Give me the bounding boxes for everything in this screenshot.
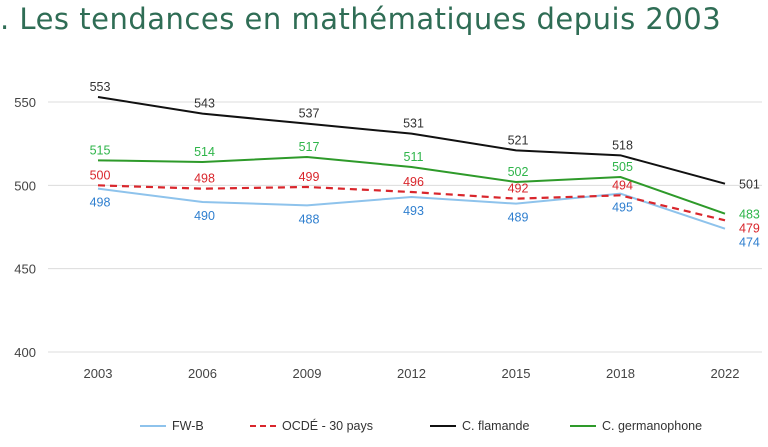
data-label: 483 xyxy=(739,208,760,222)
data-label: 531 xyxy=(403,117,424,131)
data-label: 495 xyxy=(612,201,633,215)
x-tick-label: 2018 xyxy=(606,366,635,381)
x-tick-label: 2003 xyxy=(84,366,113,381)
data-label: 518 xyxy=(612,138,633,152)
data-label: 498 xyxy=(90,196,111,210)
series-line-3 xyxy=(97,155,726,215)
x-tick-label: 2012 xyxy=(397,366,426,381)
series-line-0 xyxy=(97,187,726,230)
x-tick-label: 2006 xyxy=(188,366,217,381)
data-label: 500 xyxy=(90,168,111,182)
data-label: 515 xyxy=(90,143,111,157)
data-label: 494 xyxy=(612,178,633,192)
data-label: 496 xyxy=(403,175,424,189)
y-tick-label: 400 xyxy=(14,345,36,360)
data-label: 501 xyxy=(739,178,760,192)
data-label: 492 xyxy=(508,182,529,196)
y-tick-label: 450 xyxy=(14,262,36,277)
data-label: 490 xyxy=(194,209,215,223)
legend-label: C. germanophone xyxy=(602,419,702,433)
legend-label: OCDÉ - 30 pays xyxy=(282,418,373,433)
data-label: 502 xyxy=(508,165,529,179)
data-label: 514 xyxy=(194,145,215,159)
data-label: 543 xyxy=(194,97,215,111)
data-label: 499 xyxy=(299,170,320,184)
y-tick-label: 500 xyxy=(14,178,36,193)
data-label: 511 xyxy=(404,150,424,164)
data-label: 505 xyxy=(612,160,633,174)
data-label: 498 xyxy=(194,172,215,186)
legend-label: FW-B xyxy=(172,419,204,433)
data-label: 517 xyxy=(299,140,320,154)
legend-label: C. flamande xyxy=(462,419,529,433)
data-label: 474 xyxy=(739,236,760,250)
series-line-1 xyxy=(97,184,726,222)
x-tick-label: 2015 xyxy=(502,366,531,381)
data-label: 493 xyxy=(403,204,424,218)
data-label: 488 xyxy=(299,212,320,226)
data-label: 537 xyxy=(299,107,320,121)
data-label: 521 xyxy=(508,133,529,147)
x-tick-label: 2009 xyxy=(293,366,322,381)
x-tick-label: 2022 xyxy=(711,366,740,381)
y-tick-label: 550 xyxy=(14,95,36,110)
data-label: 479 xyxy=(739,222,760,236)
data-label: 553 xyxy=(90,80,111,94)
series-line-2 xyxy=(97,96,726,185)
data-label: 489 xyxy=(508,211,529,225)
slide-title: . Les tendances en mathématiques depuis … xyxy=(0,2,722,36)
